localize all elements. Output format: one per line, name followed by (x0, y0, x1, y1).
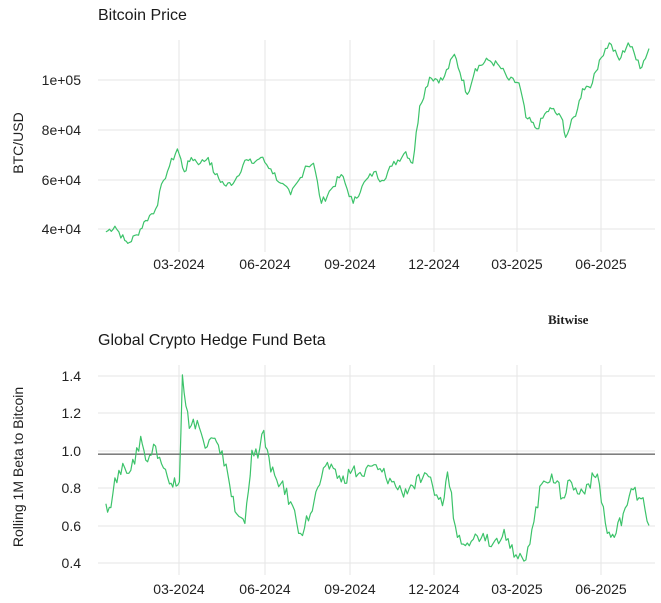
x-tick-label: 06-2025 (575, 581, 627, 597)
hedge-fund-beta-chart: Global Crypto Hedge Fund Beta Rolling 1M… (10, 332, 655, 597)
x-tick-label: 12-2024 (408, 581, 460, 597)
btc-price-chart: Bitcoin Price BTC/USD 4e+04 6e+04 8e+04 1e+… (10, 7, 655, 272)
beta-y-axis-label: Rolling 1M Beta to Bitcoin (10, 387, 26, 547)
btc-series (105, 42, 650, 244)
btc-y-ticks: 4e+04 6e+04 8e+04 1e+05 (42, 72, 82, 237)
beta-gridlines (98, 365, 655, 575)
series-line (105, 374, 650, 562)
y-tick-label: 0.4 (62, 555, 82, 571)
btc-y-axis-label: BTC/USD (10, 112, 26, 173)
x-tick-label: 03-2024 (153, 256, 205, 272)
y-tick-label: 8e+04 (42, 122, 82, 138)
beta-x-ticks: 03-2024 06-2024 09-2024 12-2024 03-2025 06-20… (153, 581, 627, 597)
beta-chart-title: Global Crypto Hedge Fund Beta (98, 332, 326, 349)
y-tick-label: 1.0 (62, 443, 82, 459)
x-tick-label: 03-2025 (491, 581, 543, 597)
x-tick-label: 03-2025 (491, 256, 543, 272)
x-tick-label: 06-2024 (239, 581, 291, 597)
btc-x-ticks: 03-2024 06-2024 09-2024 12-2024 03-2025 06-20… (153, 256, 627, 272)
x-tick-label: 06-2025 (575, 256, 627, 272)
y-tick-label: 1.2 (62, 405, 82, 421)
y-tick-label: 1e+05 (42, 72, 82, 88)
beta-series (105, 374, 650, 562)
x-tick-label: 03-2024 (153, 581, 205, 597)
bitwise-logo: Bitwise (548, 312, 589, 327)
x-tick-label: 12-2024 (408, 256, 460, 272)
series-line (105, 42, 650, 244)
btc-gridlines (98, 40, 655, 252)
y-tick-label: 4e+04 (42, 221, 82, 237)
y-tick-label: 1.4 (62, 368, 82, 384)
x-tick-label: 09-2024 (324, 581, 376, 597)
y-tick-label: 0.8 (62, 480, 82, 496)
x-tick-label: 09-2024 (324, 256, 376, 272)
x-tick-label: 06-2024 (239, 256, 291, 272)
beta-y-ticks: 0.4 0.6 0.8 1.0 1.2 1.4 (62, 368, 82, 571)
y-tick-label: 0.6 (62, 518, 82, 534)
y-tick-label: 6e+04 (42, 172, 82, 188)
btc-chart-title: Bitcoin Price (98, 7, 187, 24)
